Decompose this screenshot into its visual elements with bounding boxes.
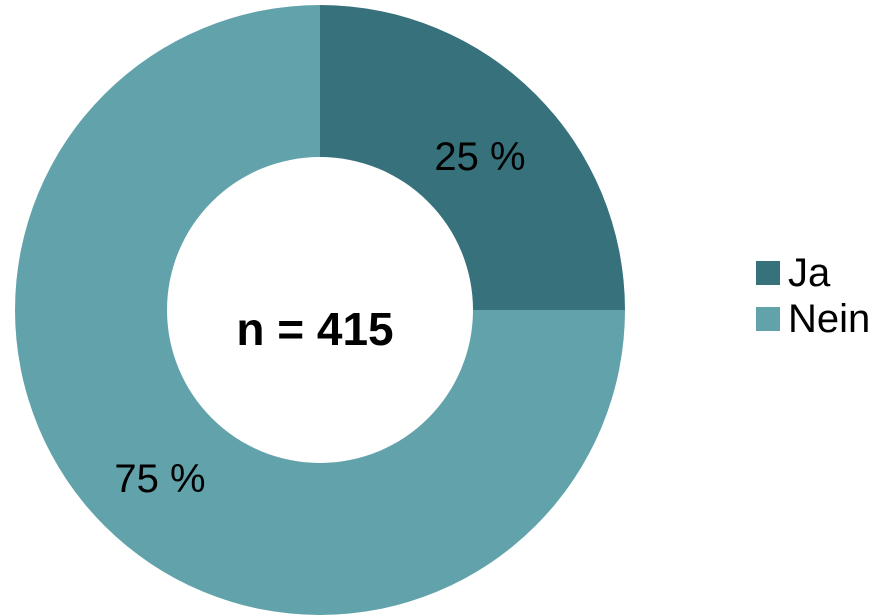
legend-item-ja: Ja <box>756 250 870 296</box>
donut-slice-ja <box>320 5 625 310</box>
slice-label-nein: 75 % <box>114 457 205 501</box>
donut-slices <box>15 5 625 615</box>
legend-swatch-ja <box>756 261 780 285</box>
legend-swatch-nein <box>756 307 780 331</box>
slice-label-ja: 25 % <box>434 135 525 179</box>
legend-item-nein: Nein <box>756 296 870 342</box>
chart-legend: Ja Nein <box>756 250 870 342</box>
legend-label-nein: Nein <box>788 296 871 341</box>
donut-slice-nein <box>15 5 625 615</box>
sample-size-label: n = 415 <box>236 303 393 355</box>
slice-labels: 25 % 75 % <box>114 135 525 501</box>
legend-label-ja: Ja <box>788 250 831 295</box>
